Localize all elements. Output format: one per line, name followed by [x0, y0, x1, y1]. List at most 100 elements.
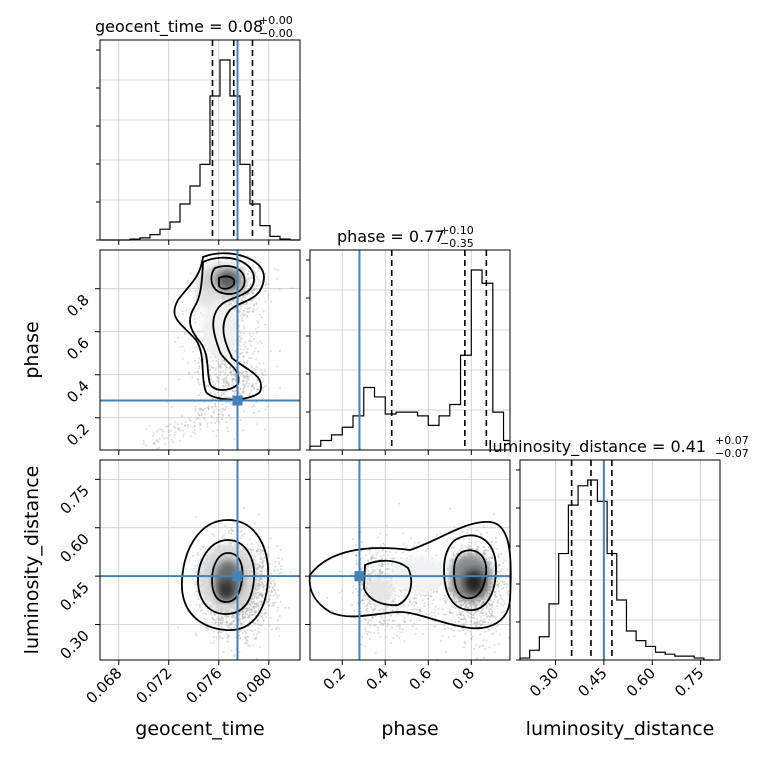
panel-2d-geocent-time-luminosity-distance-sample-point [256, 567, 259, 570]
panel-2d-phase-luminosity-distance-sample-point [489, 607, 492, 610]
panel-2d-phase-luminosity-distance-sample-point [472, 614, 475, 617]
panel-2d-geocent-time-luminosity-distance-sample-point [258, 583, 261, 586]
panel-2d-phase-luminosity-distance-sample-point [453, 635, 456, 638]
panel-2d-geocent-time-phase-sample-point [232, 377, 235, 380]
panel-2d-geocent-time-phase-sample-point [155, 439, 158, 442]
panel-2d-geocent-time-luminosity-distance-sample-point [222, 617, 225, 620]
panel-2d-phase-luminosity-distance-sample-point [398, 627, 401, 630]
panel-2d-geocent-time-phase-sample-point [142, 440, 145, 443]
panel-2d-geocent-time-phase-sample-point [238, 352, 241, 355]
panel-2d-phase-luminosity-distance-sample-point [446, 596, 449, 599]
panel-2d-geocent-time-phase-sample-point [215, 407, 218, 410]
panel-2d-geocent-time-phase-sample-point [212, 380, 215, 383]
panel-2d-geocent-time-phase-sample-point [230, 302, 233, 305]
panel-2d-geocent-time-luminosity-distance-sample-point [234, 623, 237, 626]
panel-2d-phase-luminosity-distance-sample-point [370, 602, 373, 605]
panel-2d-geocent-time-phase-sample-point [262, 362, 265, 365]
panel-2d-phase-luminosity-distance-sample-point [494, 596, 497, 599]
panel-2d-geocent-time-phase-sample-point [249, 392, 252, 395]
panel-2d-geocent-time-phase-sample-point [220, 394, 223, 397]
panel-2d-geocent-time-phase-sample-point [244, 345, 247, 348]
panel-2d-phase-luminosity-distance-sample-point [464, 623, 467, 626]
panel-2d-phase-luminosity-distance-sample-point [427, 603, 430, 606]
panel-2d-geocent-time-phase-sample-point [199, 391, 202, 394]
panel-2d-geocent-time-luminosity-distance-sample-point [253, 610, 256, 613]
panel-2d-geocent-time-luminosity-distance-sample-point [258, 553, 261, 556]
panel-2d-geocent-time-phase-sample-point [243, 348, 246, 351]
panel-2d-geocent-time-luminosity-distance-sample-point [250, 601, 253, 604]
panel-2d-phase-luminosity-distance-sample-point [412, 598, 415, 601]
panel-2d-geocent-time-luminosity-distance-sample-point [209, 605, 212, 608]
panel-2d-phase-luminosity-distance-sample-point [463, 615, 466, 618]
panel-2d-geocent-time-phase-sample-point [247, 307, 250, 310]
panel-2d-geocent-time-phase-sample-point [211, 397, 214, 400]
panel-2d-phase-luminosity-distance-sample-point [393, 557, 396, 560]
panel-2d-geocent-time-phase-sample-point [269, 350, 272, 353]
panel-2d-geocent-time-luminosity-distance-sample-point [240, 537, 243, 540]
panel-2d-geocent-time-luminosity-distance-sample-point [229, 541, 232, 544]
panel-2d-phase-luminosity-distance-sample-point [446, 599, 449, 602]
panel-2d-geocent-time-luminosity-distance-sample-point [279, 568, 282, 571]
panel-2d-phase-luminosity-distance-sample-point [410, 555, 413, 558]
panel-2d-phase-luminosity-distance-sample-point [479, 615, 482, 618]
panel-2d-geocent-time-phase-sample-point [267, 294, 270, 297]
panel-2d-geocent-time-phase-sample-point [177, 336, 180, 339]
panel-2d-phase-luminosity-distance-sample-point [490, 541, 493, 544]
panel-2d-geocent-time-phase-sample-point [224, 390, 227, 393]
panel-2d-geocent-time-phase-sample-point [222, 414, 225, 417]
panel-2d-geocent-time-phase-sample-point [242, 380, 245, 383]
panel-2d-geocent-time-phase-sample-point [232, 383, 235, 386]
panel-2d-geocent-time-phase-sample-point [278, 350, 281, 353]
panel-2d-phase-luminosity-distance-sample-point [484, 630, 487, 633]
panel-2d-phase-luminosity-distance-sample-point [330, 613, 333, 616]
panel-2d-geocent-time-phase-sample-point [192, 431, 195, 434]
panel-2d-geocent-time-phase-sample-point [230, 302, 233, 305]
panel-2d-geocent-time-phase-sample-point [278, 288, 281, 291]
panel-2d-geocent-time-luminosity-distance-sample-point [256, 568, 259, 571]
panel-2d-phase-luminosity-distance-sample-point [504, 559, 507, 562]
panel-2d-geocent-time-phase-sample-point [240, 266, 243, 269]
panel-2d-geocent-time-luminosity-distance-sample-point [261, 616, 264, 619]
panel-2d-phase-luminosity-distance-sample-point [415, 596, 418, 599]
panel-2d-phase-luminosity-distance-sample-point [437, 607, 440, 610]
panel-2d-phase-luminosity-distance-sample-point [480, 644, 483, 647]
panel-2d-geocent-time-phase-sample-point [247, 291, 250, 294]
panel-2d-phase-luminosity-distance-sample-point [458, 620, 461, 623]
panel-2d-geocent-time-phase-sample-point [203, 355, 206, 358]
panel-2d-phase-luminosity-distance-sample-point [498, 590, 501, 593]
panel-2d-geocent-time-phase-sample-point [194, 410, 197, 413]
panel-2d-geocent-time-phase-sample-point [252, 264, 255, 267]
panel-2d-phase-luminosity-distance-sample-point [355, 543, 358, 546]
panel-2d-geocent-time-phase-sample-point [204, 413, 207, 416]
panel-2d-phase-luminosity-distance-sample-point [471, 635, 474, 638]
panel-2d-geocent-time-phase-sample-point [245, 351, 248, 354]
panel-2d-geocent-time-luminosity-distance-sample-point [233, 626, 236, 629]
panel-2d-phase-luminosity-distance-sample-point [483, 550, 486, 553]
panel-2d-phase-luminosity-distance-sample-point [375, 557, 378, 560]
panel-2d-geocent-time-phase-sample-point [242, 387, 245, 390]
panel-2d-geocent-time-luminosity-distance-sample-point [221, 637, 224, 640]
panel-2d-geocent-time-luminosity-distance-sample-point [244, 611, 247, 614]
panel-2d-geocent-time-luminosity-distance-sample-point [257, 591, 260, 594]
panel-2d-geocent-time-luminosity-distance-xtick-label-1: 0.072 [132, 664, 175, 707]
panel-2d-geocent-time-luminosity-distance-sample-point [226, 640, 229, 643]
panel-2d-phase-luminosity-distance-sample-point [507, 636, 510, 639]
panel-2d-geocent-time-luminosity-distance-sample-point [240, 530, 243, 533]
panel-2d-geocent-time-luminosity-distance-sample-point [210, 612, 213, 615]
panel-2d-phase-luminosity-distance-sample-point [463, 641, 466, 644]
panel-2d-phase-luminosity-distance-sample-point [475, 603, 478, 606]
panel-2d-phase-luminosity-distance-sample-point [434, 625, 437, 628]
panel-2d-phase-luminosity-distance-sample-point [416, 608, 419, 611]
panel-2d-phase-luminosity-distance-sample-point [482, 656, 485, 659]
panel-2d-geocent-time-phase-sample-point [253, 288, 256, 291]
panel-2d-phase-luminosity-distance-sample-point [506, 583, 509, 586]
panel-2d-geocent-time-luminosity-distance-sample-point [238, 634, 241, 637]
panel-2d-phase-luminosity-distance-sample-point [386, 554, 389, 557]
panel-2d-phase-luminosity-distance-sample-point [368, 549, 371, 552]
panel-2d-geocent-time-luminosity-distance-sample-point [273, 570, 276, 573]
panel-2d-geocent-time-luminosity-distance-sample-point [219, 619, 222, 622]
panel-2d-phase-luminosity-distance-sample-point [489, 590, 492, 593]
panel-2d-phase-luminosity-distance-sample-point [447, 588, 450, 591]
panel-2d-phase-luminosity-distance-sample-point [497, 556, 500, 559]
panel-2d-phase-luminosity-distance-sample-point [391, 619, 394, 622]
